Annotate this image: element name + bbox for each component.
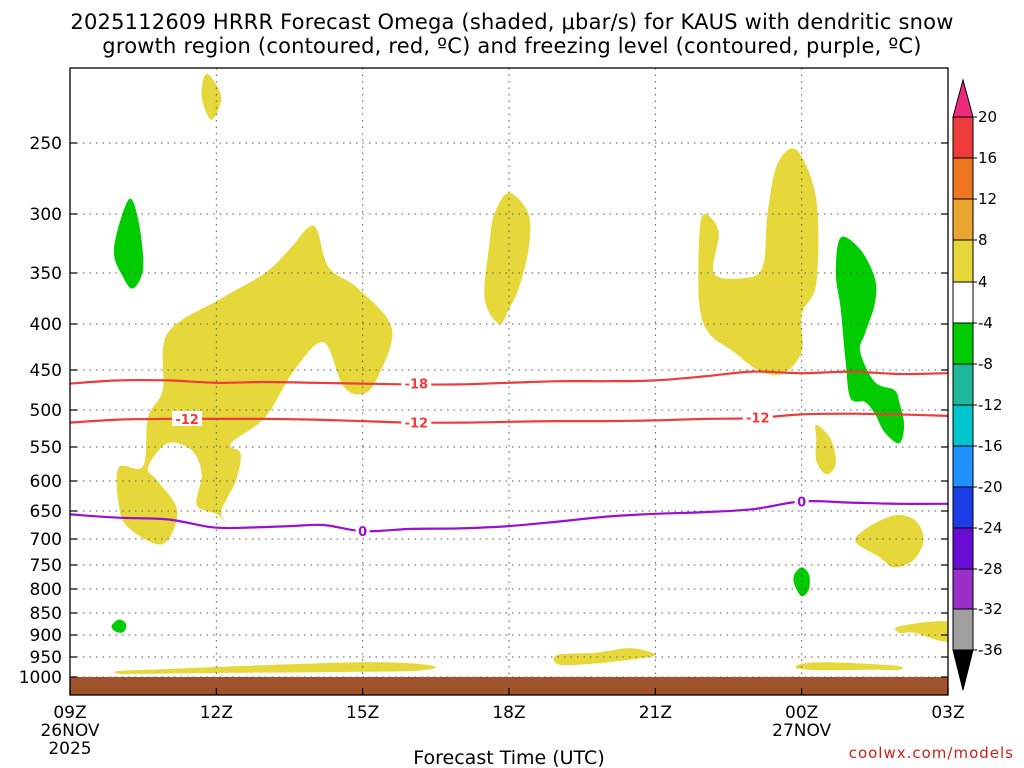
dendritic-contour--12-label-bg-1 bbox=[172, 410, 203, 426]
x-tick-label-21Z-1: 21Z bbox=[639, 703, 672, 723]
omega-region-7 bbox=[895, 621, 948, 642]
colorbar-swatch-2 bbox=[952, 116, 974, 159]
omega-region-8 bbox=[114, 662, 436, 675]
colorbar-label-10: -20 bbox=[978, 478, 1003, 496]
temperature-contours: -18 -12 -12 -12 0 0 bbox=[70, 370, 948, 540]
colorbar-label-4: 8 bbox=[978, 231, 988, 249]
colorbar-label-6: -4 bbox=[978, 314, 993, 332]
omega-region-4 bbox=[698, 148, 819, 376]
omega-region-14 bbox=[111, 619, 127, 633]
y-tick-label-600: 600 bbox=[30, 472, 62, 492]
y-tick-label-400: 400 bbox=[30, 315, 62, 335]
colorbar-label-8: -12 bbox=[978, 396, 1003, 414]
chart-title-line-1: 2025112609 HRRR Forecast Omega (shaded, … bbox=[70, 10, 954, 34]
omega-region-5 bbox=[815, 424, 836, 475]
colorbar-swatch-7 bbox=[952, 322, 974, 365]
y-tick-label-900: 900 bbox=[30, 626, 62, 646]
x-tick-label-09Z-1: 09Z bbox=[53, 703, 86, 723]
y-tick-label-350: 350 bbox=[30, 264, 62, 284]
colorbar-swatch-12 bbox=[952, 527, 974, 570]
colorbar: 20 16 12 8 4 -4 -8 -12 -16 -20 -24 -28 -32 -36 bbox=[952, 78, 1003, 691]
colorbar-swatch-15 bbox=[952, 649, 974, 691]
x-tick-label-15Z-1: 15Z bbox=[346, 703, 379, 723]
y-tick-label-300: 300 bbox=[30, 205, 62, 225]
x-tick-label-00Z-1: 00Z bbox=[785, 703, 818, 723]
y-tick-label-950: 950 bbox=[30, 648, 62, 668]
chart-title-line-2: growth region (contoured, red, ºC) and f… bbox=[102, 34, 922, 58]
x-tick-label-00Z-2: 27NOV bbox=[772, 721, 831, 741]
colorbar-label-7: -8 bbox=[978, 355, 993, 373]
y-tick-label-700: 700 bbox=[30, 530, 62, 550]
x-tick-label-12Z-1: 12Z bbox=[200, 703, 233, 723]
ground-fill bbox=[70, 677, 948, 695]
y-tick-label-550: 550 bbox=[30, 438, 62, 458]
colorbar-swatch-4 bbox=[952, 198, 974, 241]
y-tick-label-1000: 1000 bbox=[19, 668, 62, 688]
omega-shading bbox=[111, 73, 948, 675]
freezing-level-contour-label-2: 0 bbox=[797, 495, 806, 510]
omega-region-6 bbox=[855, 515, 924, 568]
colorbar-swatch-11 bbox=[952, 486, 974, 529]
dendritic-contour--18-line bbox=[70, 370, 948, 386]
credit-link[interactable]: coolwx.com/models bbox=[849, 744, 1014, 762]
colorbar-swatch-14 bbox=[952, 608, 974, 651]
y-tick-label-500: 500 bbox=[30, 401, 62, 421]
y-tick-label-800: 800 bbox=[30, 580, 62, 600]
y-tick-label-250: 250 bbox=[30, 134, 62, 154]
dendritic-contour--12-label-2: -12 bbox=[405, 417, 429, 432]
colorbar-label-1: 20 bbox=[978, 108, 997, 126]
colorbar-swatch-5 bbox=[952, 239, 974, 283]
colorbar-swatch-6 bbox=[952, 281, 974, 324]
y-tick-label-850: 850 bbox=[30, 604, 62, 624]
dendritic-contour--12-label-3: -12 bbox=[746, 411, 770, 426]
freezing-level-contour-label-bg-2 bbox=[794, 493, 809, 509]
colorbar-label-9: -16 bbox=[978, 437, 1003, 455]
dendritic-contour--12-label-bg-2 bbox=[401, 414, 432, 430]
x-tick-label-09Z-2: 26NOV bbox=[40, 721, 99, 741]
colorbar-label-2: 16 bbox=[978, 149, 997, 167]
omega-region-11 bbox=[113, 198, 144, 289]
x-tick-label-18Z-1: 18Z bbox=[492, 703, 525, 723]
dendritic-contour--12-line bbox=[70, 412, 948, 424]
ground-layer bbox=[70, 677, 948, 695]
omega-region-3 bbox=[484, 192, 531, 325]
omega-region-10 bbox=[795, 662, 903, 671]
colorbar-label-12: -28 bbox=[978, 560, 1003, 578]
y-tick-label-650: 650 bbox=[30, 502, 62, 522]
y-tick-label-750: 750 bbox=[30, 556, 62, 576]
dendritic-contour--18-label-1: -18 bbox=[405, 378, 429, 393]
x-tick-label-03Z-1: 03Z bbox=[931, 703, 964, 723]
colorbar-label-13: -32 bbox=[978, 600, 1003, 618]
freezing-level-contour-label-bg-1 bbox=[355, 523, 370, 539]
x-tick-label-09Z-3: 2025 bbox=[48, 739, 91, 759]
omega-region-2 bbox=[116, 225, 393, 545]
colorbar-label-11: -24 bbox=[978, 519, 1003, 537]
freezing-level-contour-label-1: 0 bbox=[358, 525, 367, 540]
colorbar-swatch-1 bbox=[952, 78, 974, 118]
colorbar-label-14: -36 bbox=[978, 641, 1003, 659]
dendritic-contour--12-label-1: -12 bbox=[175, 413, 199, 428]
dendritic-contour--18-label-bg-1 bbox=[401, 375, 432, 391]
omega-region-12 bbox=[835, 236, 905, 444]
grid-lines bbox=[70, 68, 948, 695]
colorbar-label-5: 4 bbox=[978, 273, 988, 291]
colorbar-swatch-3 bbox=[952, 157, 974, 200]
colorbar-swatch-10 bbox=[952, 445, 974, 488]
y-tick-label-450: 450 bbox=[30, 361, 62, 381]
colorbar-label-3: 12 bbox=[978, 190, 997, 208]
colorbar-swatch-8 bbox=[952, 363, 974, 406]
dendritic-contour--12-label-bg-3 bbox=[742, 409, 773, 425]
x-axis-label: Forecast Time (UTC) bbox=[413, 747, 604, 768]
y-axis-ticks: 2503003504004505005506006507007508008509… bbox=[19, 134, 948, 688]
colorbar-swatch-13 bbox=[952, 568, 974, 610]
colorbar-swatch-9 bbox=[952, 404, 974, 447]
